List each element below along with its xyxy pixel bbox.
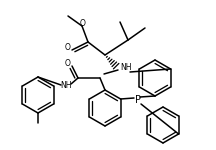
Text: NH: NH [120, 63, 132, 72]
Text: O: O [65, 44, 71, 52]
Text: NH: NH [60, 81, 72, 90]
Text: O: O [65, 60, 71, 69]
Text: P: P [135, 95, 141, 105]
Text: O: O [80, 20, 86, 28]
